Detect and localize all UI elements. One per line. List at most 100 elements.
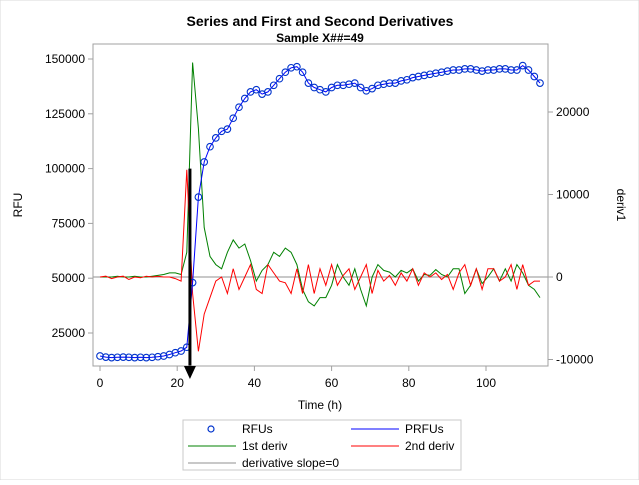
rfu-point [235,103,243,112]
rfu-point [507,66,515,74]
rfu-point [478,67,486,75]
legend-label-slope-zero: derivative slope=0 [242,456,339,470]
x-tick-label: 0 [97,376,104,390]
rfu-point [240,94,249,103]
legend-label-rfus: RFUs [242,422,273,436]
rfu-point [431,69,440,78]
legend-box [182,419,462,471]
rfu-point [119,353,128,361]
rfu-point [524,66,533,74]
x-tick-label: 100 [476,376,496,390]
annotation-arrow-head [183,366,196,379]
rfu-point [345,80,353,89]
rfu-point [252,85,261,94]
rfu-point [420,71,429,80]
legend: RFUs PRFUs 1st deriv 2nd deriv derivativ… [182,419,462,471]
rfu-point [408,73,417,82]
rfu-point [96,352,104,360]
rfu-point [414,72,423,81]
rfu-point [206,142,214,151]
rfu-point [130,353,139,362]
first-derivative-line [100,62,541,308]
rfu-point [101,353,110,361]
rfu-point [211,134,220,142]
legend-label-prfus: PRFUs [405,422,444,436]
y2-tick-label: 10000 [556,188,590,202]
rfu-point [437,68,446,77]
rfu-point [356,83,365,92]
y2-tick-label: 20000 [556,105,590,119]
y2-axis-label: deriv1 [614,189,628,222]
legend-label-2nd-deriv: 2nd deriv [405,439,454,453]
rfu-point [484,66,492,74]
rfu-point [460,65,469,73]
rfu-point [264,88,272,96]
rfu-point [304,79,313,87]
rfu-point [287,63,295,72]
y-tick-label: 150000 [45,52,85,66]
rfu-point [142,353,151,362]
rfu-point [269,81,278,90]
rfu-point [495,65,504,73]
rfu-point [426,70,434,79]
rfu-point [513,66,521,74]
chart-title: Series and First and Second Derivatives [187,13,454,29]
rfu-point [136,353,145,362]
rfu-point [293,62,301,71]
x-tick-label: 20 [171,376,185,390]
rfu-point [472,66,481,74]
rfu-point [113,353,122,362]
rfu-point [154,352,162,361]
rfu-point [200,158,209,166]
y2-tick-label: -10000 [556,353,594,367]
rfu-point [397,77,405,85]
prfus-line [99,64,541,359]
y-tick-label: 100000 [45,162,85,176]
y-tick-label: 75000 [52,216,86,230]
y-tick-label: 25000 [52,326,86,340]
rfu-point [536,79,544,87]
x-tick-label: 60 [325,376,339,390]
rfu-point [443,67,452,75]
rfu-point [223,125,232,133]
chart-subtitle: Sample X##=49 [276,31,364,45]
rfu-point [281,68,290,77]
legend-label-1st-deriv: 1st deriv [242,439,287,453]
rfu-point [455,66,463,74]
rfu-point [501,65,510,73]
plot-frame [92,43,549,367]
rfu-point [194,193,203,201]
rfu-point [298,68,307,77]
legend-swatch-rfus [207,425,215,433]
y-axis-label: RFU [11,193,25,218]
rfu-point [368,84,376,93]
rfu-point [518,61,527,70]
rfu-point [321,88,330,96]
rfu-point [374,81,382,90]
rfu-point [449,66,458,74]
rfu-point [350,79,359,87]
rfu-point [275,74,284,83]
rfu-point [385,79,394,87]
x-tick-label: 80 [402,376,416,390]
rfu-point [530,72,539,81]
rfu-point [379,80,388,89]
second-derivative-line [99,169,540,352]
rfu-point [125,353,133,362]
rfu-point [229,114,238,123]
y-tick-label: 125000 [45,107,85,121]
y2-tick-label: 0 [556,270,563,284]
y-tick-label: 50000 [52,271,86,285]
rfu-point [339,81,348,90]
rfu-point [466,65,475,73]
rfu-point [177,347,185,355]
x-tick-label: 40 [248,376,262,390]
x-axis-label: Time (h) [298,398,342,412]
rfu-point [333,81,342,90]
rfu-point [107,353,116,362]
rfu-point [148,353,156,362]
plot-area [93,61,548,368]
rfu-point [489,66,498,74]
